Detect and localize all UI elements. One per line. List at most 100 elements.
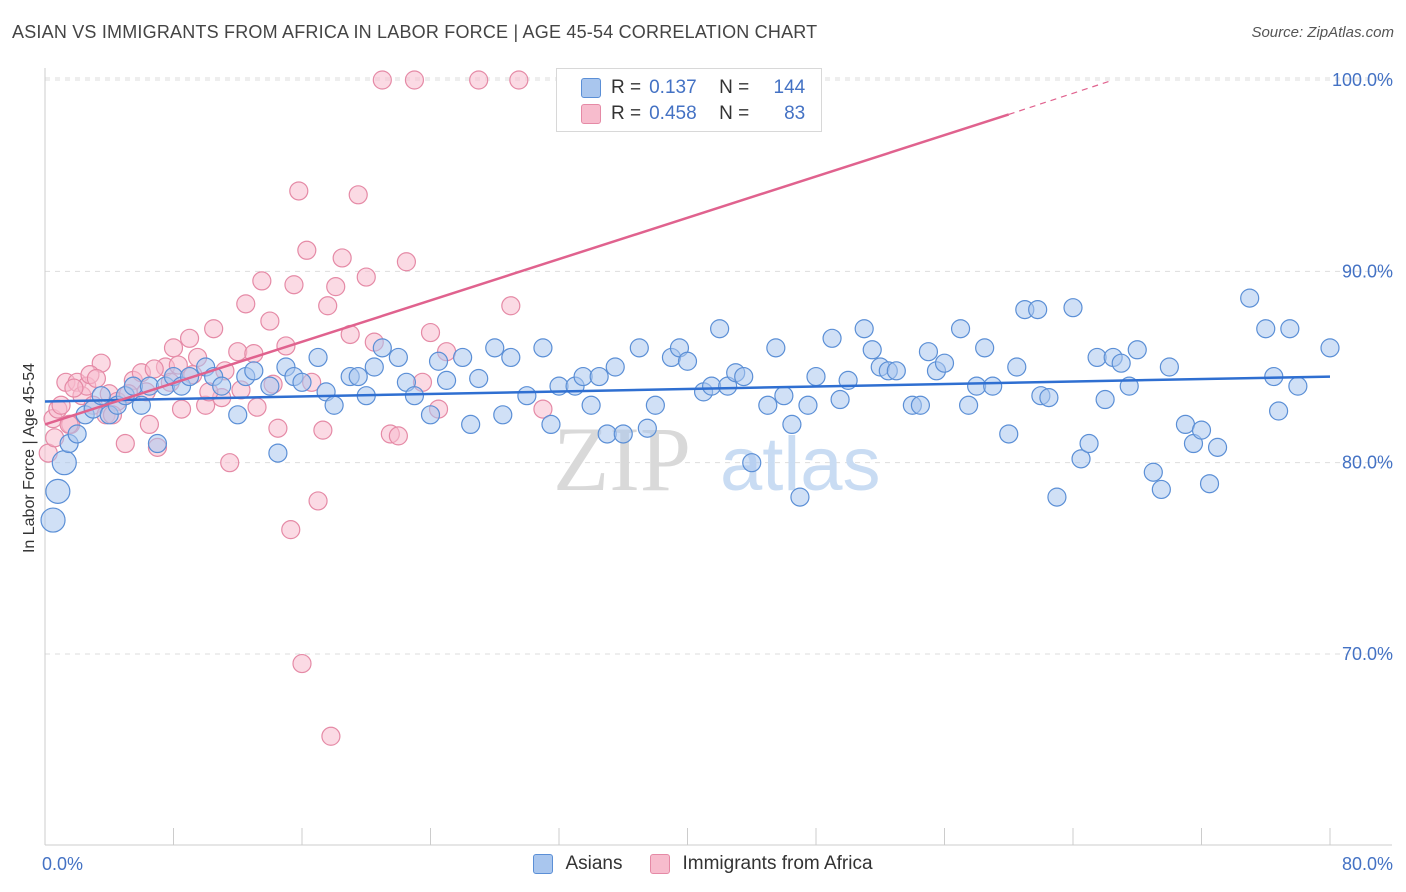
chart-title: ASIAN VS IMMIGRANTS FROM AFRICA IN LABOR… bbox=[12, 22, 818, 42]
legend-item-asians[interactable]: Asians bbox=[533, 853, 622, 875]
africa-swatch bbox=[581, 104, 601, 124]
point-asian bbox=[1159, 357, 1179, 377]
point-africa bbox=[86, 368, 107, 389]
point-asian bbox=[1268, 401, 1289, 421]
point-africa bbox=[313, 420, 333, 440]
point-asian bbox=[975, 338, 995, 358]
point-asian bbox=[123, 376, 143, 396]
point-asian bbox=[798, 395, 818, 415]
point-asian bbox=[1280, 319, 1300, 339]
point-asian bbox=[1063, 298, 1083, 318]
y-tick-label: 80.0% bbox=[1342, 453, 1393, 473]
point-africa bbox=[228, 342, 248, 362]
point-asian bbox=[461, 414, 481, 434]
point-africa bbox=[332, 248, 352, 268]
point-africa bbox=[396, 252, 417, 272]
point-asian bbox=[324, 395, 344, 415]
point-africa bbox=[326, 277, 346, 297]
point-africa bbox=[348, 185, 368, 205]
point-asian bbox=[469, 368, 489, 389]
point-asian bbox=[147, 433, 168, 454]
legend-item-africa[interactable]: Immigrants from Africa bbox=[650, 853, 873, 875]
point-asian bbox=[260, 376, 280, 396]
point-asian bbox=[734, 366, 754, 387]
axes bbox=[44, 68, 1392, 846]
point-asian bbox=[501, 347, 521, 368]
point-africa bbox=[284, 275, 304, 295]
point-africa bbox=[509, 70, 529, 90]
point-asian bbox=[822, 328, 842, 348]
point-asian bbox=[1175, 414, 1196, 434]
point-asian bbox=[436, 370, 457, 390]
point-asian bbox=[782, 414, 802, 434]
point-africa bbox=[204, 319, 224, 339]
y-tick-label: 100.0% bbox=[1332, 70, 1393, 90]
trend-lines bbox=[44, 79, 1331, 426]
point-asian bbox=[533, 338, 553, 358]
legend-label-africa: Immigrants from Africa bbox=[682, 853, 873, 874]
point-asian bbox=[1207, 437, 1228, 457]
point-africa bbox=[420, 322, 441, 343]
point-africa bbox=[268, 418, 288, 438]
point-asian bbox=[1047, 487, 1067, 507]
point-asian bbox=[597, 424, 617, 444]
point-africa bbox=[469, 70, 489, 90]
n-value: 144 bbox=[773, 77, 806, 98]
point-asian bbox=[348, 366, 368, 387]
point-asian bbox=[268, 443, 288, 463]
point-asian bbox=[45, 478, 71, 504]
n-label: N = bbox=[719, 103, 750, 124]
point-asian bbox=[1151, 479, 1171, 500]
point-asian bbox=[372, 338, 392, 358]
point-asian bbox=[910, 395, 931, 415]
point-asian bbox=[983, 376, 1003, 396]
r-label: R = bbox=[611, 103, 642, 124]
point-africa bbox=[292, 653, 312, 674]
point-africa bbox=[356, 267, 376, 287]
point-asian bbox=[637, 418, 657, 438]
legend-row-asians: R = 0.137 N = 144 bbox=[581, 76, 805, 100]
trend-line-asians bbox=[44, 375, 1331, 403]
point-asian bbox=[806, 366, 826, 387]
source-label: Source: ZipAtlas.com bbox=[1251, 24, 1394, 41]
point-asian bbox=[1071, 449, 1091, 469]
point-africa bbox=[144, 359, 164, 379]
point-asian bbox=[613, 424, 633, 444]
point-asian bbox=[404, 386, 425, 406]
point-asian bbox=[212, 376, 232, 396]
point-asian bbox=[1007, 357, 1027, 377]
point-asian bbox=[40, 507, 66, 533]
point-asian bbox=[967, 376, 987, 396]
point-africa bbox=[236, 294, 256, 314]
legend-label-asians: Asians bbox=[565, 853, 623, 874]
point-africa bbox=[281, 520, 301, 540]
point-asian bbox=[605, 357, 625, 377]
r-label: R = bbox=[611, 77, 642, 98]
legend-row-africa: R = 0.458 N = 83 bbox=[581, 102, 805, 126]
point-asian bbox=[453, 347, 473, 368]
point-asian bbox=[1087, 347, 1107, 368]
trend-line-africa-extension bbox=[1008, 79, 1114, 116]
r-value: 0.137 bbox=[649, 77, 697, 98]
point-asian bbox=[958, 395, 979, 415]
point-asian bbox=[228, 405, 248, 425]
point-africa bbox=[297, 240, 317, 260]
point-asian bbox=[1143, 462, 1163, 482]
point-africa bbox=[171, 399, 192, 419]
watermark-zip: ZIP bbox=[553, 408, 691, 510]
point-africa bbox=[64, 378, 84, 398]
point-africa bbox=[308, 491, 328, 511]
point-asian bbox=[854, 319, 874, 339]
point-asian bbox=[573, 366, 593, 387]
n-label: N = bbox=[719, 77, 750, 98]
asians-swatch bbox=[581, 78, 601, 98]
point-africa bbox=[289, 181, 309, 201]
point-asian bbox=[388, 347, 408, 368]
point-africa bbox=[115, 433, 135, 454]
point-asian bbox=[1095, 389, 1115, 410]
point-africa bbox=[139, 414, 160, 434]
point-asian bbox=[67, 424, 87, 444]
point-asian bbox=[1288, 376, 1308, 396]
point-asian bbox=[629, 338, 649, 358]
